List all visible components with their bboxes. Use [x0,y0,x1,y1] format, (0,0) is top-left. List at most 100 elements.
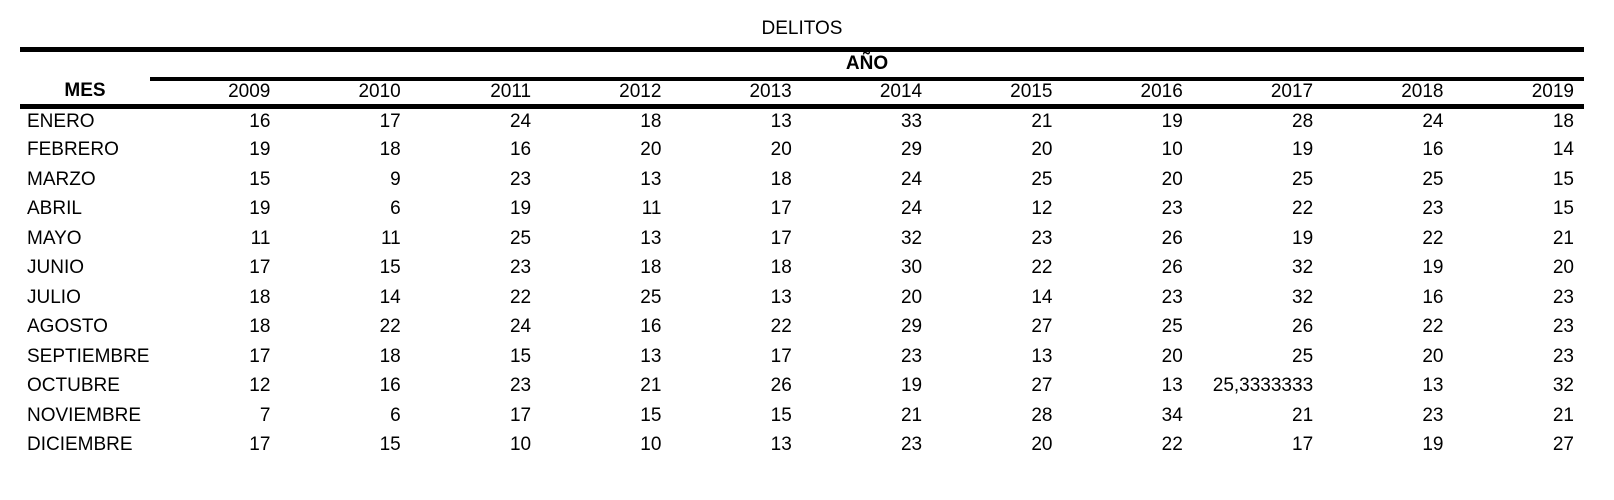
table-title: DELITOS [20,8,1584,52]
mes-column-header: MES [20,79,151,109]
value-cell: 21 [1552,227,1574,249]
value-cell: 20 [1031,434,1053,456]
value-cell: 13 [770,286,792,308]
table-row: NOVIEMBRE 7 6 17 15 15 21 28 34 21 23 21 [20,401,1584,431]
value-cell: 23 [509,257,532,279]
value-cell: 21 [1552,404,1574,426]
month-label: SEPTIEMBRE [27,345,150,367]
year-column-header: 2019 [1453,79,1584,109]
value-cell: 19 [1422,257,1444,279]
month-label: NOVIEMBRE [27,404,142,426]
value-cell: 32 [900,227,923,249]
value-cell: 7 [259,404,271,426]
value-cell: 12 [1031,198,1053,220]
year-group-row: AÑO [20,49,1584,81]
value-cell: 17 [1292,434,1314,456]
value-cell: 16 [1422,139,1444,161]
value-cell: 25 [1292,345,1314,367]
value-cell: 13 [770,434,792,456]
value-cell: 16 [379,375,401,397]
value-cell: 13 [1031,345,1053,367]
year-column-header: 2013 [671,79,802,109]
value-cell: 22 [1422,316,1444,338]
value-cell: 15 [770,404,792,426]
value-cell: 28 [1292,111,1314,132]
value-cell: 15 [379,257,401,279]
value-cell: 14 [1552,139,1574,161]
value-cell: 20 [1031,139,1053,161]
year-column-header: 2018 [1323,79,1454,109]
value-cell: 26 [1161,257,1183,279]
value-cell: 30 [900,257,923,279]
column-header-row: MES 2009 2010 2011 2012 2013 2014 2015 2016 2017… [20,79,1584,109]
value-cell: 21 [640,375,662,397]
value-cell: 10 [1161,139,1183,161]
value-cell: 21 [900,404,923,426]
value-cell: 32 [1292,257,1314,279]
year-column-header: 2017 [1192,79,1324,109]
value-cell: 17 [249,345,271,367]
value-cell: 22 [1031,257,1053,279]
value-cell: 18 [1552,111,1574,132]
value-cell: 25 [640,286,662,308]
year-group-spacer [20,49,150,79]
value-cell: 20 [770,139,792,161]
value-cell: 9 [390,168,401,190]
value-cell: 17 [379,111,401,132]
value-cell: 24 [900,198,923,220]
value-cell: 22 [1292,198,1314,220]
value-cell: 18 [249,316,271,338]
value-cell: 28 [1031,404,1053,426]
value-cell: 24 [509,316,532,338]
value-cell: 22 [509,286,532,308]
table-row: SEPTIEMBRE 17 18 15 13 17 23 13 20 25 20 23 [20,342,1584,372]
value-cell: 19 [900,375,923,397]
value-cell: 21 [1292,404,1314,426]
value-cell: 20 [1422,345,1444,367]
value-cell: 15 [249,168,271,190]
value-cell: 23 [1031,227,1053,249]
value-cell: 23 [509,168,532,190]
value-cell: 32 [1552,375,1574,397]
value-cell: 15 [1552,168,1574,190]
value-cell: 23 [1422,198,1444,220]
value-cell: 27 [1552,434,1574,456]
value-cell: 17 [509,404,532,426]
value-cell: 18 [379,345,401,367]
month-label: AGOSTO [27,316,108,338]
value-cell: 23 [1552,286,1574,308]
value-cell: 22 [379,316,401,338]
value-cell: 18 [640,257,662,279]
value-cell: 29 [900,139,923,161]
value-cell: 16 [640,316,662,338]
value-cell: 18 [770,168,792,190]
value-cell: 25 [509,227,532,249]
value-cell: 33 [900,111,923,132]
value-cell: 25 [1292,168,1314,190]
value-cell: 17 [770,227,792,249]
value-cell: 17 [770,198,792,220]
year-column-header: 2016 [1062,79,1193,109]
table-body: ENERO 16 17 24 18 13 33 21 19 28 24 18 FEBRERO 19 18 16… [20,106,1584,460]
value-cell: 26 [1161,227,1183,249]
year-column-header: 2009 [150,79,281,109]
value-cell: 16 [249,111,271,132]
value-cell: 23 [1161,198,1183,220]
value-cell: 25,3333333 [1212,375,1314,397]
month-label: DICIEMBRE [27,434,133,456]
value-cell: 22 [770,316,792,338]
value-cell: 19 [509,198,532,220]
value-cell: 22 [1161,434,1183,456]
value-cell: 6 [390,404,401,426]
year-column-header: 2012 [541,79,672,109]
value-cell: 19 [249,139,271,161]
value-cell: 18 [640,111,662,132]
month-label: FEBRERO [27,139,119,161]
year-column-header: 2014 [801,79,933,109]
value-cell: 23 [1552,345,1574,367]
table-row: DICIEMBRE 17 15 10 10 13 23 20 22 17 19 27 [20,431,1584,461]
value-cell: 32 [1292,286,1314,308]
table-row: FEBRERO 19 18 16 20 20 29 20 10 19 16 14 [20,136,1584,166]
value-cell: 13 [1422,375,1444,397]
